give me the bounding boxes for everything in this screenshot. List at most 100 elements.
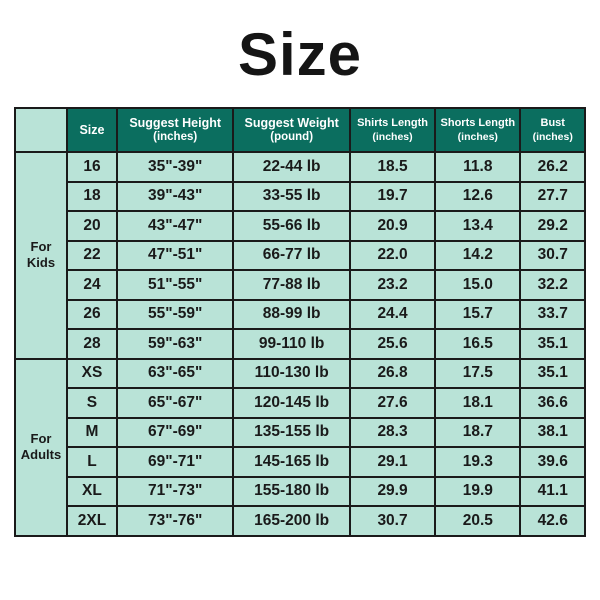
page-title: Size: [14, 20, 586, 89]
table-row: ForAdults XS 63"-65" 110-130 lb 26.8 17.…: [15, 359, 585, 389]
cell-size: 20: [67, 211, 117, 241]
cell-shirts: 27.6: [350, 388, 435, 418]
cell-bust: 33.7: [520, 300, 585, 330]
cell-shirts: 25.6: [350, 329, 435, 359]
header-shorts: Shorts Length(inches): [435, 108, 520, 152]
header-shirts: Shirts Length(inches): [350, 108, 435, 152]
table-row: 22 47"-51" 66-77 lb 22.0 14.2 30.7: [15, 241, 585, 271]
cell-height: 69"-71": [117, 447, 233, 477]
cell-size: S: [67, 388, 117, 418]
table-row: 28 59"-63" 99-110 lb 25.6 16.5 35.1: [15, 329, 585, 359]
cell-bust: 30.7: [520, 241, 585, 271]
header-weight: Suggest Weight(pound): [233, 108, 349, 152]
table-row: L 69"-71" 145-165 lb 29.1 19.3 39.6: [15, 447, 585, 477]
cell-size: 24: [67, 270, 117, 300]
cell-shirts: 20.9: [350, 211, 435, 241]
cell-shorts: 19.3: [435, 447, 520, 477]
cell-shorts: 17.5: [435, 359, 520, 389]
cell-bust: 35.1: [520, 359, 585, 389]
cell-shirts: 19.7: [350, 182, 435, 212]
table-row: 20 43"-47" 55-66 lb 20.9 13.4 29.2: [15, 211, 585, 241]
cell-shorts: 16.5: [435, 329, 520, 359]
cell-height: 43"-47": [117, 211, 233, 241]
cell-bust: 32.2: [520, 270, 585, 300]
table-row: M 67"-69" 135-155 lb 28.3 18.7 38.1: [15, 418, 585, 448]
cell-size: 22: [67, 241, 117, 271]
cell-bust: 27.7: [520, 182, 585, 212]
cell-shorts: 18.1: [435, 388, 520, 418]
table-row: ForKids 16 35"-39" 22-44 lb 18.5 11.8 26…: [15, 152, 585, 182]
table-row: 18 39"-43" 33-55 lb 19.7 12.6 27.7: [15, 182, 585, 212]
cell-weight: 120-145 lb: [233, 388, 349, 418]
cell-shorts: 19.9: [435, 477, 520, 507]
cell-weight: 66-77 lb: [233, 241, 349, 271]
cell-shirts: 26.8: [350, 359, 435, 389]
table-row: 26 55"-59" 88-99 lb 24.4 15.7 33.7: [15, 300, 585, 330]
cell-shorts: 14.2: [435, 241, 520, 271]
cell-weight: 88-99 lb: [233, 300, 349, 330]
cell-weight: 55-66 lb: [233, 211, 349, 241]
cell-shirts: 30.7: [350, 506, 435, 536]
cell-shirts: 18.5: [350, 152, 435, 182]
cell-shorts: 20.5: [435, 506, 520, 536]
cell-shirts: 29.9: [350, 477, 435, 507]
cell-height: 51"-55": [117, 270, 233, 300]
cell-shorts: 15.7: [435, 300, 520, 330]
table-row: XL 71"-73" 155-180 lb 29.9 19.9 41.1: [15, 477, 585, 507]
cell-shorts: 15.0: [435, 270, 520, 300]
cell-bust: 26.2: [520, 152, 585, 182]
cell-weight: 145-165 lb: [233, 447, 349, 477]
cell-shorts: 11.8: [435, 152, 520, 182]
cell-size: 28: [67, 329, 117, 359]
cell-shirts: 23.2: [350, 270, 435, 300]
cell-weight: 22-44 lb: [233, 152, 349, 182]
cell-height: 73"-76": [117, 506, 233, 536]
cell-height: 67"-69": [117, 418, 233, 448]
table-row: 24 51"-55" 77-88 lb 23.2 15.0 32.2: [15, 270, 585, 300]
cell-weight: 77-88 lb: [233, 270, 349, 300]
cell-height: 59"-63": [117, 329, 233, 359]
cell-weight: 33-55 lb: [233, 182, 349, 212]
cell-bust: 41.1: [520, 477, 585, 507]
cell-shirts: 24.4: [350, 300, 435, 330]
cell-height: 65"-67": [117, 388, 233, 418]
table-row: 2XL 73"-76" 165-200 lb 30.7 20.5 42.6: [15, 506, 585, 536]
cell-height: 63"-65": [117, 359, 233, 389]
table-row: S 65"-67" 120-145 lb 27.6 18.1 36.6: [15, 388, 585, 418]
header-blank: [15, 108, 67, 152]
cell-shorts: 13.4: [435, 211, 520, 241]
cell-bust: 29.2: [520, 211, 585, 241]
cell-shirts: 28.3: [350, 418, 435, 448]
cell-height: 35"-39": [117, 152, 233, 182]
cell-height: 55"-59": [117, 300, 233, 330]
table-header-row: Size Suggest Height(inches) Suggest Weig…: [15, 108, 585, 152]
size-table: Size Suggest Height(inches) Suggest Weig…: [14, 107, 586, 537]
cell-size: M: [67, 418, 117, 448]
cell-weight: 99-110 lb: [233, 329, 349, 359]
cell-size: 18: [67, 182, 117, 212]
cell-size: 16: [67, 152, 117, 182]
cell-height: 47"-51": [117, 241, 233, 271]
cell-shorts: 12.6: [435, 182, 520, 212]
cell-weight: 135-155 lb: [233, 418, 349, 448]
cell-bust: 39.6: [520, 447, 585, 477]
header-size: Size: [67, 108, 117, 152]
cell-size: XS: [67, 359, 117, 389]
cell-shirts: 22.0: [350, 241, 435, 271]
group-kids: ForKids: [15, 152, 67, 359]
header-bust: Bust(inches): [520, 108, 585, 152]
header-height: Suggest Height(inches): [117, 108, 233, 152]
cell-bust: 36.6: [520, 388, 585, 418]
cell-size: L: [67, 447, 117, 477]
cell-bust: 42.6: [520, 506, 585, 536]
cell-shorts: 18.7: [435, 418, 520, 448]
group-adults: ForAdults: [15, 359, 67, 536]
cell-shirts: 29.1: [350, 447, 435, 477]
cell-weight: 110-130 lb: [233, 359, 349, 389]
cell-height: 39"-43": [117, 182, 233, 212]
cell-size: XL: [67, 477, 117, 507]
cell-weight: 155-180 lb: [233, 477, 349, 507]
cell-weight: 165-200 lb: [233, 506, 349, 536]
cell-size: 26: [67, 300, 117, 330]
cell-bust: 35.1: [520, 329, 585, 359]
